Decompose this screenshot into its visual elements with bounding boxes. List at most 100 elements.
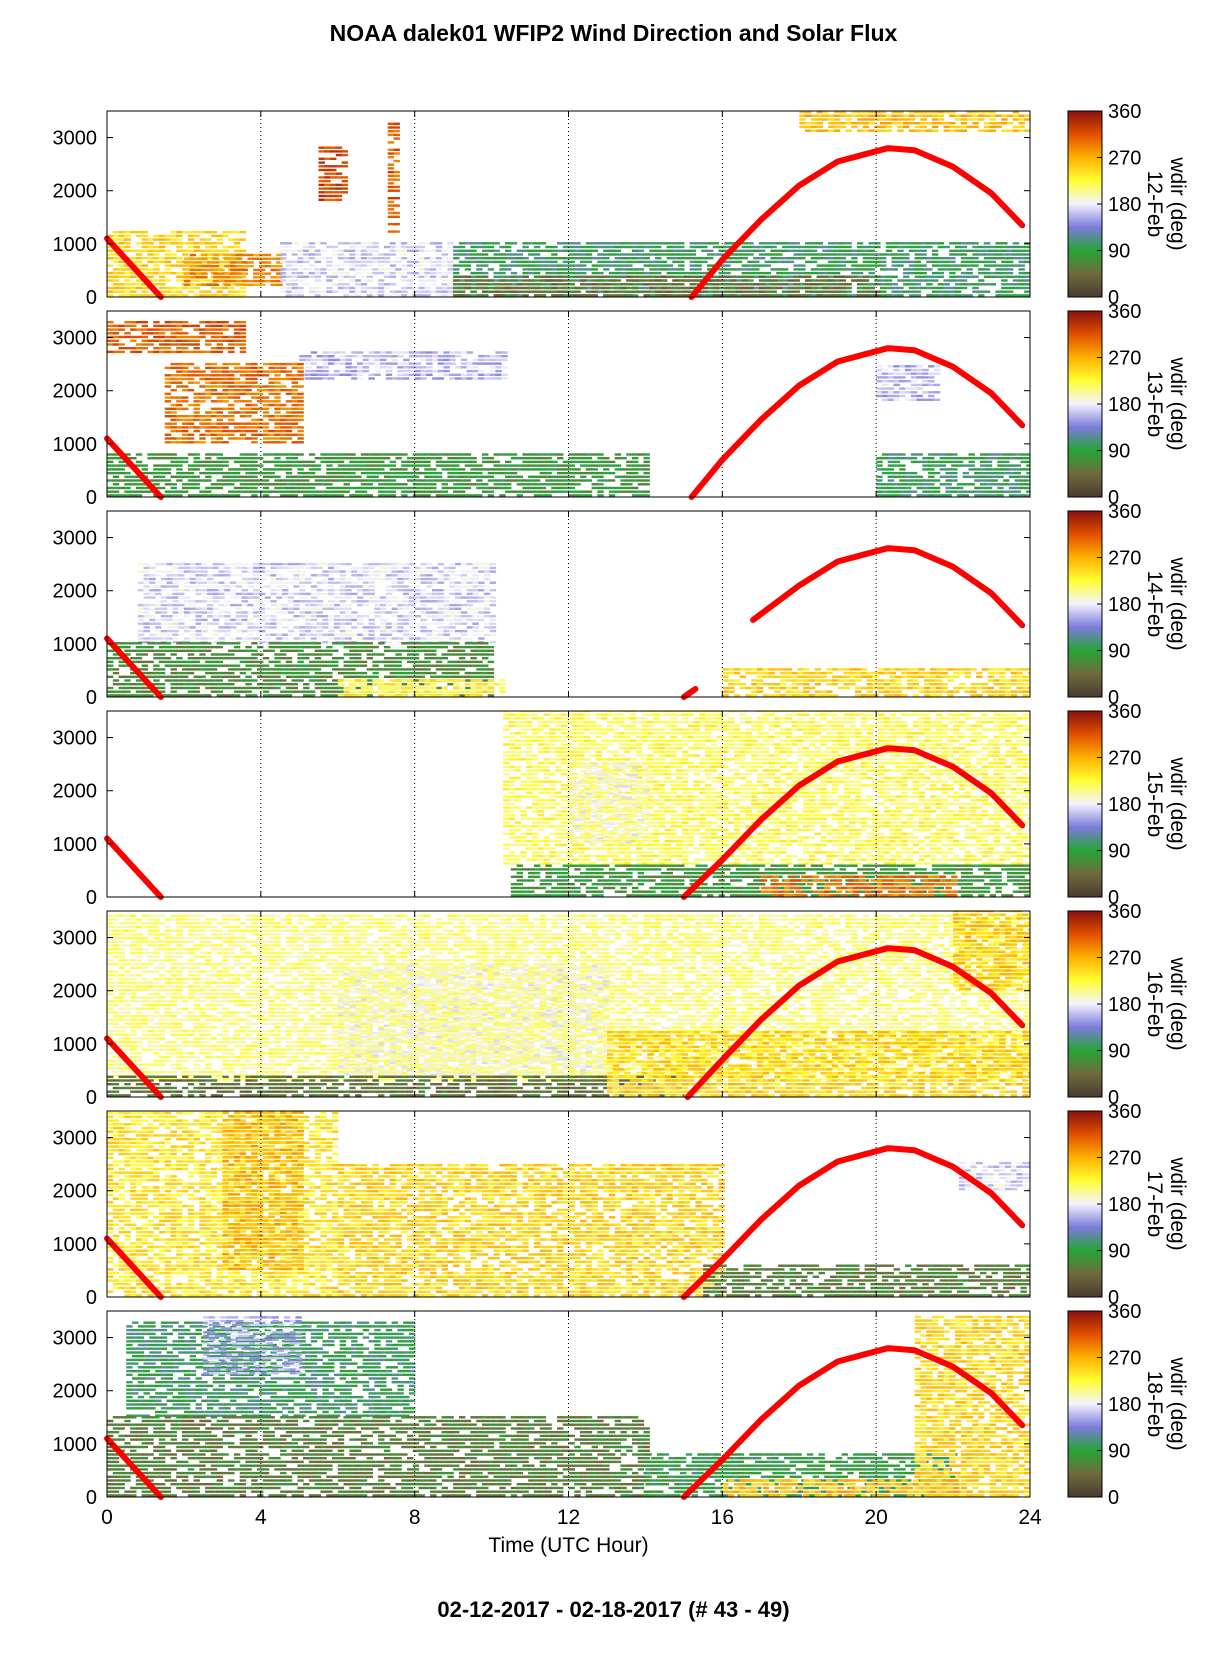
wdir-cell — [239, 332, 247, 335]
wdir-cell — [130, 275, 137, 278]
wdir-cell — [182, 366, 189, 370]
wdir-cell — [147, 260, 154, 264]
wdir-cell — [620, 283, 627, 286]
wdir-cell — [914, 279, 921, 282]
wdir-cell — [170, 290, 177, 293]
wdir-cell — [343, 271, 350, 275]
wdir-cell — [908, 264, 916, 267]
wdir-cell — [112, 468, 120, 471]
wdir-cell — [914, 111, 921, 114]
wdir-cell — [551, 249, 558, 252]
wdir-cell — [989, 129, 996, 132]
wdir-cell — [822, 279, 829, 282]
wdir-cell — [551, 271, 558, 275]
wdir-cell — [626, 460, 633, 464]
wdir-cell — [187, 418, 195, 422]
wdir-cell — [147, 328, 154, 331]
wdir-cell — [341, 153, 348, 157]
wdir-cell — [585, 249, 593, 252]
wdir-cell — [614, 275, 622, 278]
wdir-cell — [955, 118, 962, 121]
wdir-cell — [608, 275, 616, 278]
wdir-cell — [660, 286, 668, 290]
wdir-cell — [885, 283, 893, 286]
wdir-cell — [966, 268, 973, 271]
wdir-cell — [787, 257, 795, 260]
wdir-cell — [199, 238, 206, 241]
wdir-cell — [1001, 279, 1008, 282]
wdir-cell — [335, 165, 343, 168]
wdir-cell — [891, 242, 898, 245]
wdir-cell — [770, 249, 777, 252]
wdir-cell — [314, 479, 322, 482]
wdir-cell — [868, 253, 875, 256]
wdir-cell — [170, 486, 177, 490]
wdir-cell — [968, 468, 975, 471]
wdir-cell — [545, 268, 552, 271]
wdir-cell — [343, 464, 350, 467]
wdir-cell — [285, 453, 293, 456]
wdir-cell — [158, 324, 166, 328]
wdir-cell — [620, 245, 627, 249]
wdir-cell — [349, 264, 356, 267]
wdir-cell — [233, 396, 241, 399]
wdir-cell — [251, 418, 258, 422]
wdir-cell — [335, 191, 343, 194]
wdir-cell — [349, 475, 356, 478]
wdir-cell — [366, 294, 373, 297]
wdir-cell — [403, 351, 410, 354]
wdir-cell — [285, 271, 293, 275]
wdir-cell — [868, 260, 875, 264]
wdir-cell — [839, 242, 846, 245]
wdir-cell — [862, 253, 870, 256]
wdir-cell — [603, 460, 610, 464]
wdir-cell — [239, 479, 247, 482]
wdir-cell — [510, 286, 518, 290]
wdir-cell — [810, 249, 818, 252]
wdir-cell — [320, 257, 327, 260]
wdir-cell — [430, 490, 437, 493]
wdir-cell — [149, 622, 156, 625]
wdir-cell — [1012, 275, 1020, 278]
wind-direction-field — [107, 321, 1030, 497]
wdir-cell — [1018, 129, 1025, 132]
wdir-cell — [228, 335, 235, 339]
wdir-cell — [297, 490, 304, 493]
wdir-cell — [460, 373, 468, 376]
wdir-cell — [828, 253, 835, 256]
wdir-cell — [228, 407, 235, 410]
wdir-cell — [620, 483, 627, 486]
wdir-cell — [183, 272, 191, 275]
wdir-cell — [303, 494, 310, 497]
wdir-cell — [833, 125, 841, 129]
wdir-cell — [822, 249, 829, 252]
wdir-cell — [493, 271, 500, 275]
wdir-cell — [222, 339, 229, 342]
wdir-cell — [149, 574, 156, 577]
wdir-cell — [195, 615, 202, 618]
wdir-cell — [424, 475, 431, 478]
wdir-cell — [931, 129, 939, 132]
wdir-cell — [1006, 245, 1014, 249]
wdir-cell — [482, 242, 489, 245]
wdir-cell — [176, 343, 183, 346]
wdir-cell — [258, 276, 266, 279]
wdir-cell — [389, 253, 397, 256]
wdir-cell — [268, 389, 275, 392]
wdir-cell — [418, 471, 425, 475]
wdir-cell — [701, 257, 708, 260]
wdir-cell — [368, 355, 375, 358]
wdir-cell — [539, 471, 547, 475]
wdir-cell — [130, 339, 137, 342]
wdir-cell — [193, 494, 200, 497]
wdir-cell — [166, 562, 173, 566]
wdir-cell — [851, 279, 858, 282]
wdir-cell — [574, 275, 581, 278]
wdir-cell — [257, 385, 264, 388]
wdir-cell — [147, 253, 154, 256]
wdir-cell — [914, 290, 921, 293]
wdir-cell — [201, 257, 208, 260]
wdir-cell — [424, 260, 431, 264]
wdir-cell — [285, 483, 293, 486]
wdir-cell — [297, 486, 304, 490]
